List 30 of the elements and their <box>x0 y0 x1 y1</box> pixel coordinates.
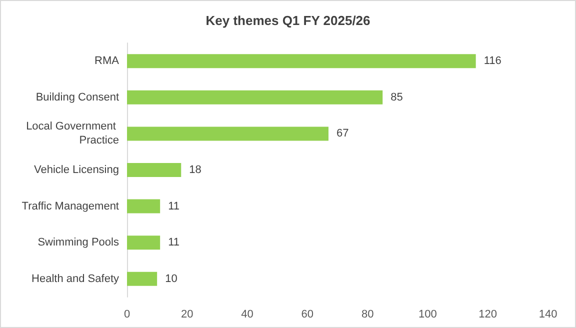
y-tick-label: Swimming Pools <box>38 236 120 249</box>
x-tick-label: 0 <box>124 308 130 320</box>
y-tick-label: RMA <box>94 55 120 68</box>
y-tick-label: Health and Safety <box>32 272 120 285</box>
bar <box>127 236 160 250</box>
data-label: 11 <box>168 200 180 212</box>
bar <box>127 199 160 214</box>
chart-title: Key themes Q1 FY 2025/26 <box>206 13 370 28</box>
x-tick-label: 60 <box>301 308 314 320</box>
data-label: 18 <box>189 164 202 176</box>
bar <box>127 90 383 104</box>
data-label: 116 <box>484 55 502 68</box>
data-label: 67 <box>336 128 349 140</box>
y-tick-label: Vehicle Licensing <box>34 164 119 176</box>
bar <box>127 163 182 177</box>
bar <box>127 126 328 141</box>
x-tick-label: 140 <box>538 308 558 320</box>
x-tick-label: 100 <box>418 308 437 320</box>
x-tick-label: 120 <box>478 308 498 320</box>
y-tick-label: Local Government Practice <box>26 120 119 147</box>
bar <box>127 272 158 286</box>
data-label: 10 <box>165 272 178 285</box>
y-tick-label: Building Consent <box>36 91 119 104</box>
data-label: 85 <box>390 91 403 104</box>
x-tick-label: 40 <box>241 308 254 320</box>
y-tick-label: Traffic Management <box>22 200 119 212</box>
bar <box>127 54 476 68</box>
data-label: 11 <box>168 236 180 249</box>
x-tick-label: 80 <box>361 308 374 320</box>
x-tick-label: 20 <box>181 308 194 320</box>
